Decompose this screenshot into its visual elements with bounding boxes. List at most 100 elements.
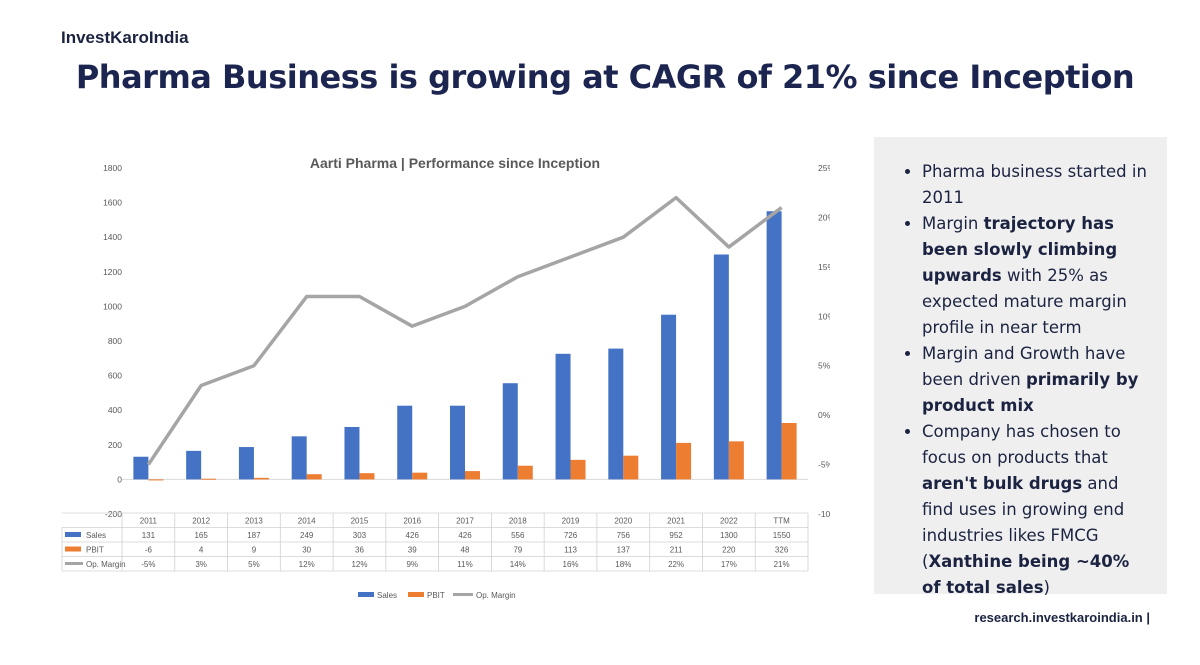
footer-url[interactable]: research.investkaroindia.in | [974, 610, 1150, 625]
table-cell: 16% [563, 560, 579, 569]
table-cell: 18% [615, 560, 631, 569]
table-cell: 36 [355, 546, 364, 555]
sales-bar [608, 348, 624, 480]
table-cell: 165 [194, 531, 208, 540]
key-points-panel: Pharma business started in 2011Margin tr… [874, 137, 1167, 597]
x-category-label: 2017 [456, 517, 474, 526]
sales-bar [238, 447, 254, 480]
table-cell: -5% [141, 560, 155, 569]
table-cell: 326 [775, 546, 789, 555]
table-cell: 426 [406, 531, 420, 540]
key-points-list: Pharma business started in 2011Margin tr… [904, 159, 1149, 601]
key-point-text: with 25% as expected mature margin profi… [922, 266, 1127, 337]
x-category-label: 2013 [245, 517, 263, 526]
sales-bar [766, 211, 782, 480]
table-cell: 137 [617, 546, 631, 555]
table-cell: 726 [564, 531, 578, 540]
pbit-bar [306, 474, 322, 480]
table-cell: 1550 [773, 531, 791, 540]
y-right-tick-label: 15% [818, 262, 830, 272]
y-right-tick-label: 25% [818, 163, 830, 173]
x-category-label: TTM [773, 517, 790, 526]
table-row-label: Op. Margin [86, 560, 126, 569]
key-point-emphasis: trajectory has been slowly climbing upwa… [922, 214, 1118, 285]
sales-bar [133, 456, 149, 480]
y-left-tick-label: 200 [108, 440, 122, 450]
table-cell: 22% [668, 560, 684, 569]
pbit-bar [359, 473, 375, 480]
sales-bar [344, 426, 360, 480]
y-left-tick-label: 800 [108, 336, 122, 346]
key-point-item: Company has chosen to focus on products … [922, 419, 1149, 601]
table-cell: 11% [457, 560, 472, 569]
table-cell: 1300 [720, 531, 738, 540]
y-left-tick-label: 1000 [103, 301, 122, 311]
pbit-bar [781, 423, 797, 480]
table-cell: 9 [252, 546, 257, 555]
x-category-label: 2016 [403, 517, 421, 526]
key-point-item: Margin trajectory has been slowly climbi… [922, 211, 1149, 341]
pbit-bar [676, 442, 692, 480]
x-category-label: 2019 [562, 517, 580, 526]
key-point-text: Pharma business started in 2011 [922, 162, 1147, 207]
y-right-tick-label: -5% [818, 460, 830, 470]
table-cell: 14% [510, 560, 526, 569]
key-point-text: Margin [922, 214, 984, 233]
legend-label: Sales [377, 591, 397, 600]
table-cell: 48 [461, 546, 470, 555]
sales-bar [291, 436, 307, 480]
brand-logo-text: InvestKaroIndia [61, 28, 189, 47]
x-category-label: 2011 [140, 517, 158, 526]
key-point-text: ) [1043, 578, 1050, 597]
key-point-text: Company has chosen to focus on products … [922, 422, 1121, 467]
key-point-text: and find uses in growing end industries … [922, 474, 1125, 571]
y-right-tick-label: 0% [818, 410, 830, 420]
table-cell: 303 [353, 531, 367, 540]
table-cell: 220 [722, 546, 736, 555]
chart-title: Aarti Pharma | Performance since Incepti… [310, 155, 600, 171]
table-cell: 12% [299, 560, 315, 569]
table-cell: 211 [670, 546, 683, 555]
pbit-bar [728, 441, 744, 480]
table-cell: 12% [351, 560, 367, 569]
table-cell: 9% [406, 560, 418, 569]
y-left-tick-label: 1200 [103, 267, 122, 277]
key-point-item: Pharma business started in 2011 [922, 159, 1149, 211]
table-cell: 556 [511, 531, 525, 540]
performance-chart: Aarti Pharma | Performance since Incepti… [61, 155, 830, 600]
y-left-tick-label: 1600 [103, 198, 122, 208]
table-cell: 952 [669, 531, 683, 540]
key-point-text: Margin and Growth have been driven [922, 344, 1126, 389]
table-cell: 131 [142, 531, 156, 540]
table-cell: 79 [513, 546, 522, 555]
y-left-tick-label: 600 [108, 371, 122, 381]
y-left-tick-label: 400 [108, 405, 122, 415]
pbit-bar [570, 459, 586, 480]
table-cell: 30 [302, 546, 311, 555]
pbit-bar [201, 478, 217, 480]
y-right-tick-label: -10% [818, 509, 830, 519]
sales-bar [186, 450, 202, 480]
op-margin-line [146, 195, 783, 466]
table-cell: 187 [247, 531, 261, 540]
table-cell: 756 [617, 531, 631, 540]
pbit-bar [465, 471, 480, 480]
table-cell: 249 [300, 531, 314, 540]
key-point-emphasis: Xanthine being ~40% of total sales [922, 552, 1130, 597]
x-category-label: 2021 [667, 517, 685, 526]
table-cell: -6 [145, 546, 153, 555]
x-category-label: 2014 [298, 517, 316, 526]
table-cell: 21% [774, 560, 790, 569]
sales-bar [661, 314, 677, 480]
x-category-label: 2022 [720, 517, 738, 526]
table-legend-key [65, 546, 81, 552]
x-category-label: 2015 [351, 517, 369, 526]
y-right-tick-label: 10% [818, 311, 830, 321]
y-left-tick-label: 1800 [103, 163, 122, 173]
pbit-bar [623, 455, 639, 480]
pbit-bar [253, 477, 269, 480]
legend-label: PBIT [427, 591, 445, 600]
legend-key [408, 592, 424, 597]
table-cell: 5% [248, 560, 260, 569]
y-left-tick-label: 1400 [103, 232, 122, 242]
